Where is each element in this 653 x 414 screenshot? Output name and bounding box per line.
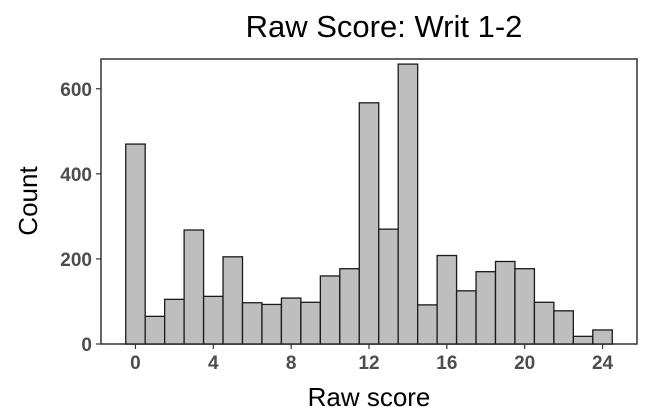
x-tick-label-16: 16: [436, 353, 457, 374]
x-axis-title: Raw score: [308, 382, 431, 412]
bar-9: [300, 301, 321, 345]
bar-13: [378, 228, 399, 345]
chart-title: Raw Score: Writ 1-2: [246, 9, 523, 44]
bar-20: [514, 268, 536, 345]
bar-10: [319, 275, 341, 345]
y-axis: 0 200 400 600: [60, 80, 101, 356]
bar-19: [494, 260, 516, 345]
x-tick-label-20: 20: [514, 353, 535, 374]
bar-18: [475, 271, 497, 345]
y-tick-label-400: 400: [60, 165, 92, 186]
bar-group: [125, 63, 613, 345]
y-axis-title: Count: [13, 166, 43, 236]
bar-1: [144, 315, 166, 345]
x-tick-label-12: 12: [358, 353, 379, 374]
x-tick-label-24: 24: [592, 353, 614, 374]
x-axis: 0 4 8 12 16 20 24: [130, 344, 614, 374]
bar-7: [261, 303, 283, 345]
bar-17: [455, 290, 477, 345]
bar-0: [125, 143, 146, 345]
y-tick-label-600: 600: [60, 80, 92, 101]
x-tick-label-4: 4: [208, 353, 219, 374]
bar-16: [436, 254, 458, 345]
bar-6: [241, 302, 263, 345]
bar-21: [533, 301, 555, 345]
y-tick-label-0: 0: [81, 335, 92, 356]
y-tick-label-200: 200: [60, 250, 92, 271]
bar-11: [339, 268, 360, 345]
bar-5: [222, 256, 244, 345]
bar-4: [202, 295, 224, 345]
bar-12: [358, 102, 380, 345]
bar-24: [592, 329, 613, 345]
bar-15: [416, 304, 438, 345]
bar-14: [397, 63, 419, 345]
bar-3: [183, 229, 205, 345]
bar-22: [553, 310, 574, 345]
bar-8: [280, 297, 302, 345]
x-tick-label-8: 8: [286, 353, 297, 374]
x-tick-label-0: 0: [130, 353, 141, 374]
bar-23: [572, 335, 594, 345]
bar-2: [163, 298, 185, 345]
